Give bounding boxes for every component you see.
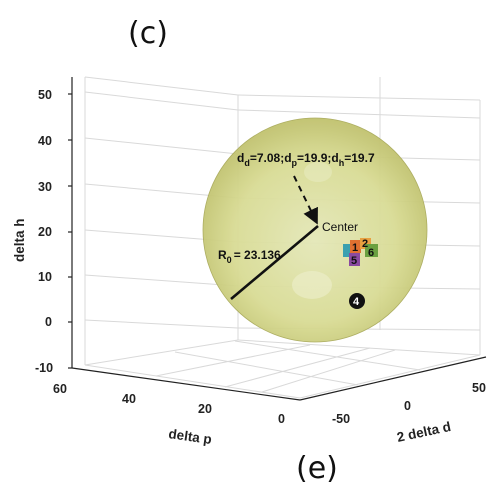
annotation-subscript: d (244, 158, 250, 168)
z-tick-label: 0 (45, 315, 52, 329)
x-tick-labels: -50 0 50 (332, 381, 486, 426)
point-6-marker (365, 244, 378, 257)
annotation-text: =19.7 (344, 151, 375, 165)
annotation-text: d (237, 151, 244, 165)
annotation-text: d (284, 151, 291, 165)
sphere-highlight (304, 162, 332, 182)
point-label: 2 (362, 238, 368, 250)
y-tick-labels: 60 40 20 0 (53, 382, 285, 426)
point-2-marker (360, 238, 371, 249)
radius-annotation: R0 = 23.136 (218, 248, 281, 265)
x-axis-label: 2 delta d (396, 419, 453, 445)
point-4-marker (349, 293, 365, 309)
annotation-text: =19.9; (297, 151, 331, 165)
point-label: 6 (368, 247, 374, 259)
y-tick-label: 40 (122, 392, 136, 406)
z-axis-label: delta h (12, 218, 27, 262)
z-tick-labels: 50 40 30 20 10 0 -10 (35, 88, 53, 375)
center-arrow (293, 175, 318, 225)
z-tick-label: 40 (38, 134, 52, 148)
annotation-subscript: h (339, 158, 345, 168)
axes (71, 77, 487, 401)
x-tick-label: 50 (472, 381, 486, 395)
annotation-text: =7.08; (250, 151, 284, 165)
center-annotation: dd=7.08;dp=19.9;dh=19.7 (237, 151, 375, 168)
x-tick-label: 0 (404, 399, 411, 413)
y-tick-label: 0 (278, 412, 285, 426)
sphere-highlight (292, 271, 332, 299)
z-ticks (68, 93, 72, 369)
z-tick-label: -10 (35, 361, 53, 375)
annotation-subscript: p (292, 158, 298, 168)
panel-label-top: (c) (128, 16, 168, 51)
point-5-marker (349, 253, 360, 266)
point-label: 4 (353, 296, 360, 308)
z-tick-label: 10 (38, 270, 52, 284)
annotation-subscript: 0 (227, 255, 232, 265)
z-tick-label: 20 (38, 225, 52, 239)
annotation-text: = 23.136 (234, 248, 281, 262)
y-tick-label: 60 (53, 382, 67, 396)
y-axis-label: delta p (168, 426, 213, 447)
annotation-text: R (218, 248, 227, 262)
data-points: 1 2 6 5 4 (343, 238, 378, 309)
center-label: Center (322, 220, 358, 234)
radius-line (230, 225, 319, 300)
point-1-marker (350, 240, 361, 253)
point-label: 1 (352, 242, 358, 254)
z-tick-label: 30 (38, 180, 52, 194)
y-tick-label: 20 (198, 402, 212, 416)
x-tick-label: -50 (332, 412, 350, 426)
point-3-marker (343, 244, 354, 257)
annotation-text: d (331, 151, 338, 165)
z-tick-label: 50 (38, 88, 52, 102)
panel-label-bottom: (e) (296, 451, 338, 485)
point-label: 5 (351, 255, 357, 267)
